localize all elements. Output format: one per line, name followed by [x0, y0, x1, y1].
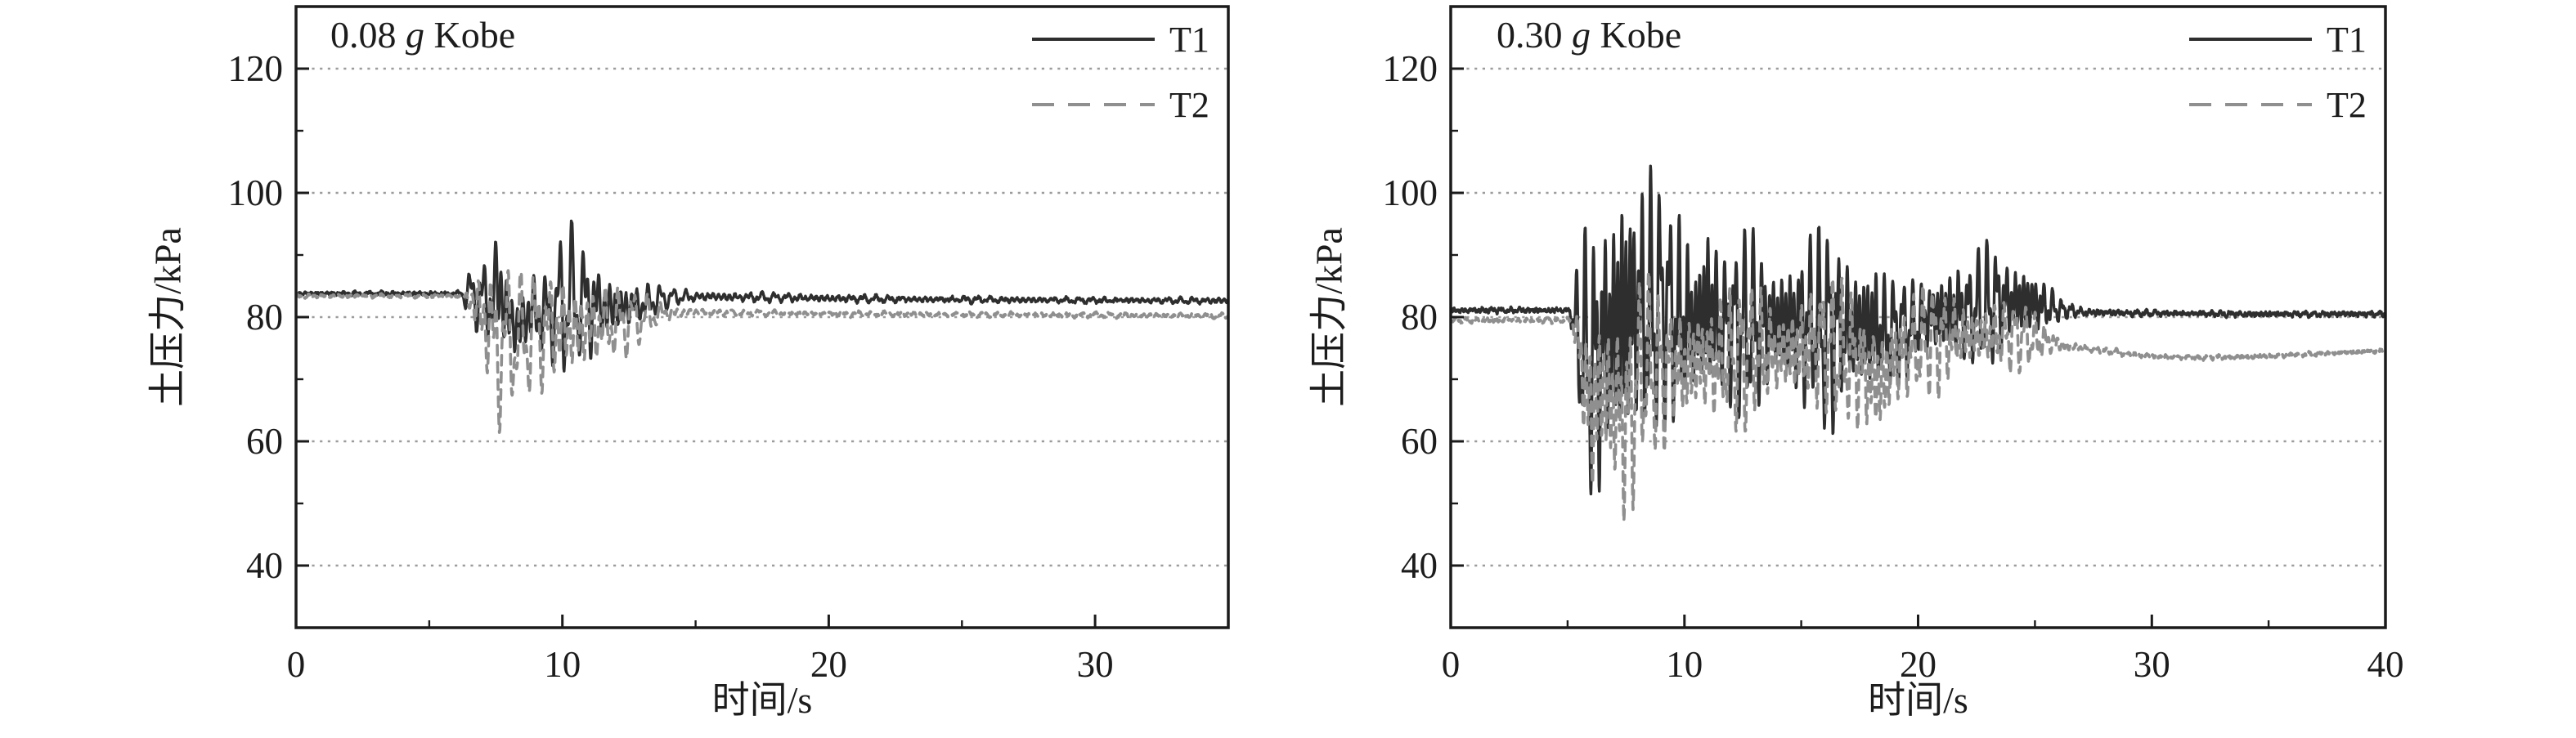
x-tick-label-0: 0	[287, 644, 306, 685]
y-tick-label-80: 80	[1401, 297, 1438, 338]
series-t2-trace	[296, 269, 1228, 434]
x-tick-label-0: 0	[1442, 644, 1461, 685]
y-tick-label-60: 60	[246, 421, 283, 462]
y-tick-label-60: 60	[1401, 421, 1438, 462]
figure-right-kobe-030g: 0 10 20 30 40 40 60 80 100 120 时间/s 土压力/kPa 0.30 g K…	[1288, 0, 2576, 738]
y-axis-title: 土压力/kPa	[147, 227, 189, 407]
x-tick-label-30: 30	[2134, 644, 2170, 685]
chart-svg-right: 0 10 20 30 40 40 60 80 100 120 时间/s 土压力/kPa 0.30 g K…	[1308, 5, 2404, 721]
legend-label-t1: T1	[1169, 20, 1209, 60]
x-axis-title: 时间/s	[712, 679, 813, 721]
figure-left-kobe-008g: 0 10 20 30 40 60 80 100 120 时间/s 土压力/kPa 0.08 g Kob…	[147, 5, 1230, 721]
chart-svg-left: 0 10 20 30 40 60 80 100 120 时间/s 土压力/kPa 0.08 g Kob…	[147, 5, 1230, 721]
x-tick-label-20: 20	[810, 644, 847, 685]
y-tick-label-120: 120	[228, 48, 284, 89]
legend-label-t1: T1	[2327, 20, 2367, 60]
legend-label-t2: T2	[1169, 85, 1209, 125]
y-tick-label-120: 120	[1383, 48, 1438, 89]
plot-title: 0.30 g Kobe	[1497, 14, 1681, 56]
x-tick-label-10: 10	[544, 644, 581, 685]
x-tick-label-10: 10	[1666, 644, 1703, 685]
y-tick-label-80: 80	[246, 297, 283, 338]
y-tick-label-100: 100	[1383, 172, 1438, 213]
y-tick-label-100: 100	[228, 172, 284, 213]
legend-label-t2: T2	[2327, 85, 2367, 125]
series-t1-trace	[1451, 164, 2385, 496]
x-tick-label-40: 40	[2367, 644, 2404, 685]
x-axis-title: 时间/s	[1868, 679, 1968, 721]
series-t2-trace	[1451, 271, 2385, 523]
x-tick-label-20: 20	[1900, 644, 1936, 685]
y-tick-label-40: 40	[246, 545, 283, 586]
plot-title: 0.08 g Kobe	[330, 14, 515, 56]
y-tick-label-40: 40	[1401, 545, 1438, 586]
y-axis-title: 土压力/kPa	[1308, 227, 1350, 407]
x-tick-label-30: 30	[1077, 644, 1114, 685]
